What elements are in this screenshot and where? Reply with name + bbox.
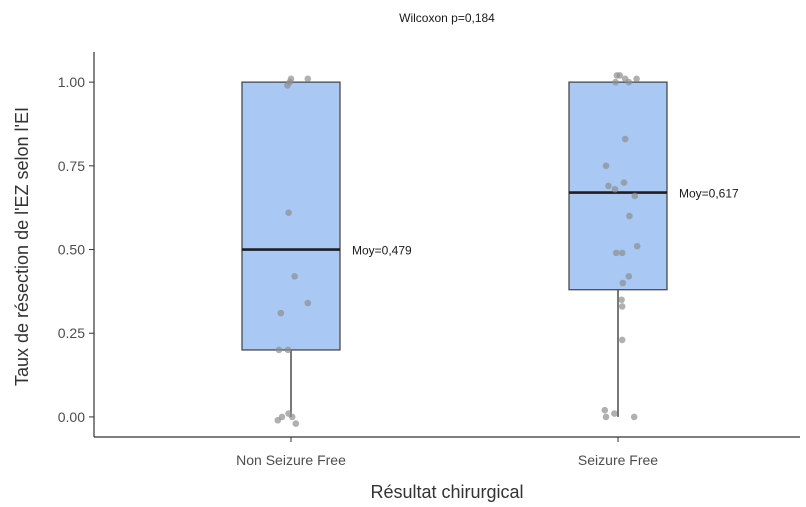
data-point xyxy=(611,185,619,193)
x-tick-label: Seizure Free xyxy=(578,452,658,468)
data-point xyxy=(618,336,626,344)
data-point xyxy=(601,406,609,414)
box-iqr xyxy=(568,81,668,291)
y-tick-label: 0.75 xyxy=(58,158,85,174)
data-point xyxy=(631,192,639,200)
data-point xyxy=(633,242,641,250)
y-tick-label: 0.25 xyxy=(58,325,85,341)
x-axis-title: Résultat chirurgical xyxy=(370,482,523,502)
box-group: Moy=0,479 xyxy=(241,81,412,417)
y-tick-label: 1.00 xyxy=(58,74,85,90)
data-point xyxy=(285,209,292,216)
points-layer xyxy=(274,72,641,427)
data-point xyxy=(620,179,628,186)
box-iqr xyxy=(241,81,341,351)
data-point xyxy=(291,273,298,280)
data-point xyxy=(292,420,300,427)
data-point xyxy=(284,346,292,354)
data-point xyxy=(602,162,610,170)
data-point xyxy=(275,346,283,354)
data-point xyxy=(625,78,633,86)
data-point xyxy=(618,249,626,257)
data-point xyxy=(277,309,285,317)
data-point xyxy=(625,273,633,280)
tick-layer: 0.00 0.25 0.50 0.75 1.00 Non Seizure Free Seiz… xyxy=(58,74,659,468)
box-layer: Moy=0,479 Moy=0,617 xyxy=(241,81,739,417)
y-tick-label: 0.50 xyxy=(58,242,85,258)
data-point xyxy=(616,72,624,79)
data-point xyxy=(633,75,640,83)
data-point xyxy=(304,299,312,307)
data-point xyxy=(611,410,618,417)
y-axis-title: Taux de résection de l'EZ selon l'EI xyxy=(12,107,32,386)
box-group: Moy=0,617 xyxy=(568,81,739,417)
chart-subtitle: Wilcoxon p=0,184 xyxy=(399,11,495,25)
data-point xyxy=(304,75,312,83)
data-point xyxy=(618,303,626,310)
y-tick-label: 0.00 xyxy=(58,409,85,425)
axes xyxy=(93,52,800,438)
mean-annotation: Moy=0,617 xyxy=(679,187,739,201)
data-point xyxy=(612,249,620,257)
x-tick-label: Non Seizure Free xyxy=(236,452,346,468)
data-point xyxy=(278,413,286,421)
mean-annotation: Moy=0,479 xyxy=(352,244,412,258)
data-point xyxy=(612,78,619,86)
data-point xyxy=(630,413,638,421)
data-point xyxy=(618,296,625,304)
data-point xyxy=(602,413,610,421)
data-point xyxy=(626,212,633,220)
data-point xyxy=(288,413,296,421)
data-point xyxy=(619,279,627,287)
data-point xyxy=(605,182,612,190)
data-point xyxy=(287,75,295,83)
data-point xyxy=(621,135,629,143)
